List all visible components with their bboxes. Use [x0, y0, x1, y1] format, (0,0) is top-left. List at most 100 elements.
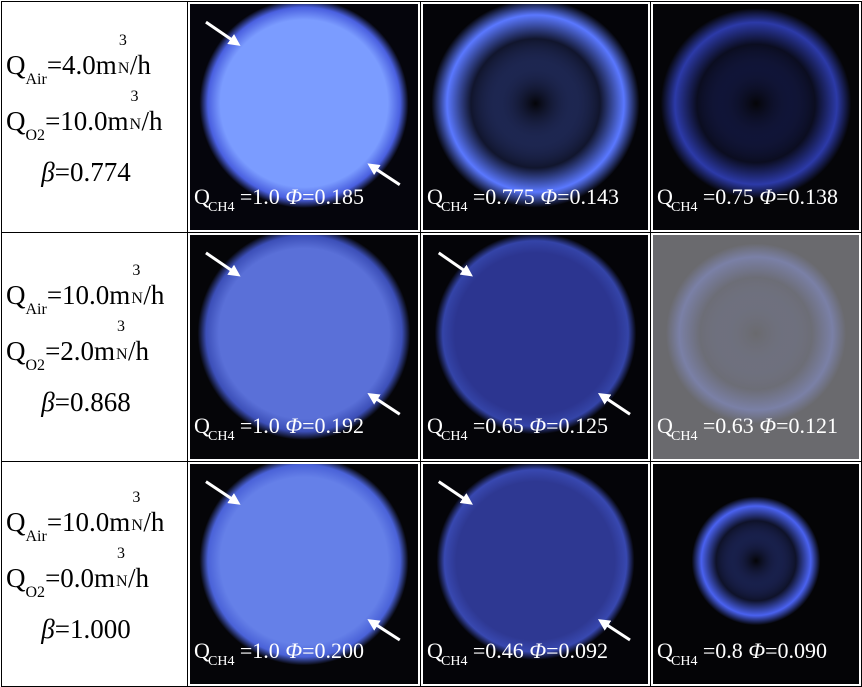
value: =0.185	[302, 184, 364, 209]
caption: Q CH4 =0.63 Φ=0.121	[657, 413, 838, 444]
subscript: CH4	[671, 200, 698, 215]
flow-rate: QAir=10.0m 3 N/h	[6, 263, 165, 318]
flame-image: Q CH4 =0.65 Φ=0.125	[423, 235, 648, 459]
flow-rate: QO2=0.0m 3 N/h	[6, 546, 150, 601]
caption: Q CH4 =0.775 Φ=0.143	[427, 184, 619, 215]
value: =4.0m	[46, 50, 117, 80]
subscript: CH4	[441, 429, 468, 444]
symbol: Φ	[759, 413, 777, 438]
flame-image: Q CH4 =0.8 Φ=0.090	[653, 464, 859, 684]
subscript: Air	[25, 71, 47, 88]
rule	[187, 1, 188, 687]
unit: /h	[128, 563, 150, 593]
unit: /h	[143, 507, 165, 537]
rule	[1, 1, 2, 687]
subscript: N	[116, 346, 128, 363]
caption: Q CH4 =0.8 Φ=0.090	[657, 638, 827, 669]
caption: Q CH4 =0.75 Φ=0.138	[657, 184, 838, 215]
symbol: β	[41, 157, 55, 187]
superscript: 3	[130, 88, 139, 105]
symbol: Φ	[529, 413, 547, 438]
unit: /h	[128, 336, 150, 366]
value: =10.0m	[45, 106, 129, 136]
symbol: Q	[6, 336, 26, 366]
subscript: CH4	[441, 200, 468, 215]
value: =0.121	[776, 413, 838, 438]
subscript: CH4	[208, 654, 235, 669]
value: =0.8	[702, 638, 743, 663]
symbol: Q	[194, 184, 210, 209]
value: =10.0m	[46, 280, 131, 310]
flame-image: Q CH4 =0.75 Φ=0.138	[653, 4, 859, 230]
symbol: Φ	[529, 638, 547, 663]
rule	[1, 232, 861, 233]
caption: Q CH4 =0.46 Φ=0.092	[427, 638, 608, 669]
flame	[436, 464, 635, 660]
subscript: CH4	[441, 654, 468, 669]
symbol: Q	[427, 413, 443, 438]
flame	[431, 4, 640, 208]
rule	[650, 1, 651, 687]
caption: Q CH4 =1.0 Φ=0.200	[194, 638, 364, 669]
value: =0.125	[546, 413, 608, 438]
symbol: β	[41, 614, 55, 644]
value: =0.0m	[45, 563, 116, 593]
symbol: Φ	[285, 638, 303, 663]
unit: /h	[129, 50, 151, 80]
row-label: QAir=4.0m 3 N/h QO2=10.0m 3 N/h β=0.774	[6, 1, 186, 232]
symbol: Q	[6, 563, 26, 593]
flame	[665, 243, 847, 424]
caption: Q CH4 =1.0 Φ=0.185	[194, 184, 364, 215]
value: =2.0m	[45, 336, 116, 366]
value: =0.774	[54, 157, 131, 187]
flame	[199, 464, 409, 666]
value: =0.138	[776, 184, 838, 209]
value: =1.0	[239, 184, 280, 209]
value: =0.143	[557, 184, 619, 209]
flame	[434, 235, 637, 435]
beta: β=0.774	[41, 159, 130, 186]
flow-rate: QAir=4.0m 3 N/h	[6, 33, 151, 88]
value: =0.868	[54, 387, 131, 417]
flow-rate: QAir=10.0m 3 N/h	[6, 490, 165, 545]
superscript: 3	[132, 489, 141, 506]
unit: /h	[143, 280, 165, 310]
flame-image: Q CH4 =1.0 Φ=0.192	[190, 235, 418, 459]
value: =0.46	[472, 638, 524, 663]
value: =1.000	[54, 614, 131, 644]
subscript: CH4	[208, 200, 235, 215]
superscript: 3	[132, 262, 141, 279]
superscript: 3	[118, 32, 127, 49]
rule	[1, 461, 861, 462]
row-label: QAir=10.0m 3 N/h QO2=2.0m 3 N/h β=0.868	[6, 232, 186, 461]
value: =0.192	[302, 413, 364, 438]
subscript: CH4	[208, 429, 235, 444]
value: =0.200	[302, 638, 364, 663]
subscript: Air	[25, 528, 47, 545]
value: =0.092	[546, 638, 608, 663]
subscript: Air	[25, 301, 47, 318]
superscript: 3	[117, 318, 126, 335]
symbol: Q	[6, 507, 26, 537]
flame	[199, 4, 409, 208]
beta: β=0.868	[41, 389, 130, 416]
flame-image: Q CH4 =1.0 Φ=0.200	[190, 464, 418, 684]
value: =1.0	[239, 413, 280, 438]
symbol: Q	[657, 184, 673, 209]
flame-image: Q CH4 =1.0 Φ=0.185	[190, 4, 418, 230]
value: =0.63	[702, 413, 754, 438]
symbol: Q	[194, 638, 210, 663]
subscript: O2	[25, 127, 46, 144]
value: =0.65	[472, 413, 524, 438]
subscript: N	[117, 60, 130, 77]
symbol: Q	[657, 638, 673, 663]
symbol: Φ	[759, 184, 777, 209]
flame	[197, 235, 411, 440]
flame-image: Q CH4 =0.46 Φ=0.092	[423, 464, 648, 684]
superscript: 3	[117, 545, 126, 562]
